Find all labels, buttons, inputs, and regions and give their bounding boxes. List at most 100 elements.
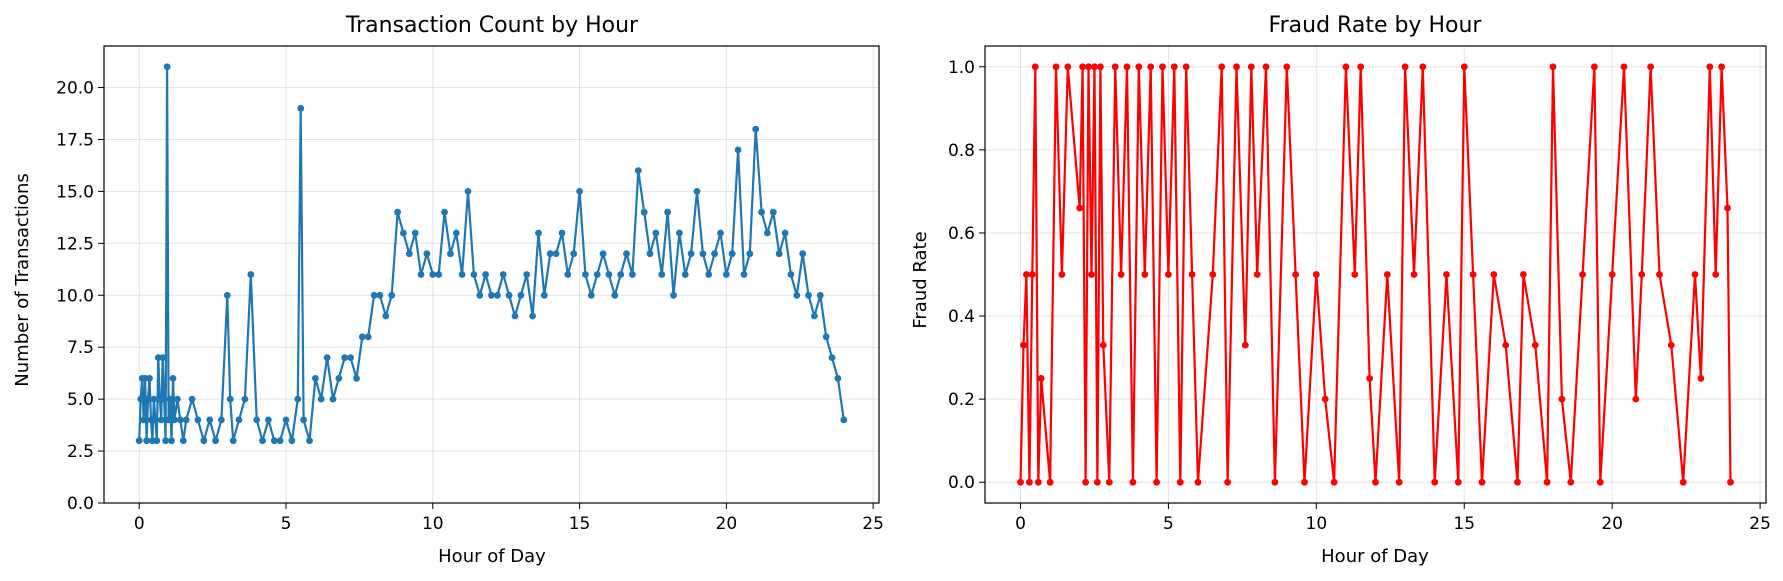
data-point	[1241, 341, 1249, 349]
data-point	[405, 250, 413, 258]
data-point	[1028, 271, 1036, 278]
y-axis-ticks: 0.0 0.2 0.4 0.6 0.8 1.0	[948, 58, 985, 493]
data-point	[1357, 63, 1365, 71]
data-point	[1395, 478, 1403, 486]
data-point	[1058, 271, 1066, 278]
data-point	[664, 208, 671, 216]
data-point	[1088, 271, 1095, 278]
data-point	[144, 395, 152, 403]
data-point	[1656, 271, 1663, 278]
data-point	[441, 208, 448, 216]
data-point	[1141, 271, 1149, 278]
data-point	[218, 416, 225, 424]
data-point	[411, 229, 419, 237]
data-point	[681, 271, 689, 278]
data-point	[728, 250, 736, 258]
data-point	[1410, 271, 1418, 278]
data-point	[335, 375, 343, 382]
data-point	[494, 291, 501, 299]
data-point	[1591, 63, 1598, 71]
data-point	[1478, 478, 1486, 486]
data-point	[746, 250, 754, 258]
data-point	[523, 271, 531, 278]
data-point	[576, 188, 583, 195]
data-point	[212, 437, 220, 445]
x-tick-label: 5	[281, 514, 292, 534]
data-point	[593, 271, 601, 278]
data-point	[165, 416, 173, 424]
data-point	[1064, 63, 1072, 71]
data-point	[276, 437, 284, 445]
data-point	[297, 104, 305, 112]
x-axis-label: Hour of Day	[438, 546, 546, 567]
x-tick-label: 20	[716, 514, 738, 534]
data-point	[505, 291, 513, 299]
x-tick-label: 10	[1306, 514, 1328, 534]
data-point	[168, 437, 175, 445]
data-point	[270, 437, 278, 445]
data-point	[1638, 271, 1646, 278]
data-point	[1514, 478, 1521, 486]
data-point	[1342, 63, 1350, 71]
data-point	[676, 229, 683, 237]
data-point	[828, 354, 836, 361]
data-point	[1046, 478, 1054, 486]
data-point	[764, 229, 771, 237]
data-point	[758, 208, 765, 216]
data-point	[552, 250, 560, 258]
data-point	[822, 333, 830, 341]
x-tick-label: 10	[422, 514, 444, 534]
y-tick-label: 0.0	[67, 494, 94, 514]
data-point	[1034, 478, 1042, 486]
data-point	[1321, 395, 1329, 403]
data-point	[775, 250, 783, 258]
data-point	[1608, 271, 1616, 278]
data-point	[1490, 271, 1498, 278]
data-point	[150, 395, 158, 403]
data-point	[179, 437, 187, 445]
data-point	[587, 291, 595, 299]
data-point	[611, 291, 619, 299]
data-point	[1383, 271, 1391, 278]
plot-area	[984, 45, 1767, 504]
data-point	[840, 416, 848, 424]
data-point	[1667, 341, 1675, 349]
data-point	[1253, 271, 1261, 278]
data-point	[174, 395, 181, 403]
data-point	[1647, 63, 1654, 71]
data-point	[781, 229, 789, 237]
data-point	[1117, 271, 1125, 278]
data-point	[629, 271, 636, 278]
data-point	[429, 271, 437, 278]
data-point	[1366, 375, 1373, 382]
data-point	[1579, 271, 1586, 278]
data-point	[1031, 63, 1039, 71]
data-point	[259, 437, 266, 445]
data-point	[1520, 271, 1527, 278]
data-point	[1330, 478, 1338, 486]
data-point	[646, 250, 654, 258]
x-tick-label: 25	[1749, 514, 1771, 534]
x-tick-label: 0	[1015, 514, 1026, 534]
data-point	[623, 250, 630, 258]
data-point	[160, 395, 168, 403]
data-point	[1718, 63, 1725, 71]
data-point	[157, 416, 165, 424]
data-point	[752, 125, 760, 133]
data-point	[717, 229, 724, 237]
data-point	[1431, 478, 1439, 486]
data-point	[1023, 271, 1030, 278]
data-point	[1129, 478, 1137, 486]
data-point	[140, 416, 148, 424]
data-point	[1099, 341, 1107, 349]
data-point	[382, 312, 390, 320]
data-point	[1401, 63, 1409, 71]
data-point	[347, 354, 354, 361]
x-axis-label: Hour of Day	[1321, 546, 1429, 567]
y-tick-label: 20.0	[56, 79, 94, 99]
data-point	[1188, 271, 1196, 278]
data-point	[1224, 478, 1231, 486]
data-point	[570, 250, 578, 258]
data-point	[370, 291, 378, 299]
